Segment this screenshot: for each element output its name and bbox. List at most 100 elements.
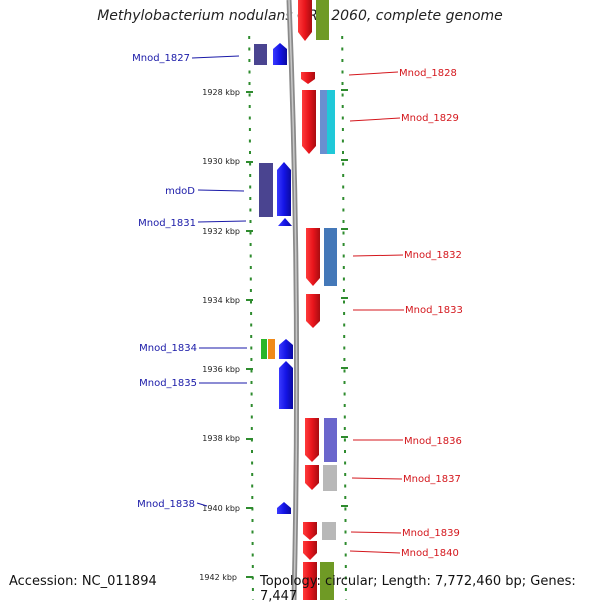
gene-label-mnod-1832[interactable]: Mnod_1832 <box>404 250 462 261</box>
gene-label-mnod-1836[interactable]: Mnod_1836 <box>404 436 462 447</box>
scale-tick-label: 1934 kbp <box>202 296 240 305</box>
track-dot <box>342 266 345 269</box>
track-dot <box>249 254 252 258</box>
gene-arrow <box>306 294 320 328</box>
scale-ticks <box>246 89 348 578</box>
gene-label-mnod-1835[interactable]: Mnod_1835 <box>139 378 197 389</box>
gene-label-mnod-1840[interactable]: Mnod_1840 <box>401 548 459 559</box>
track-dot <box>249 277 252 281</box>
track-dot <box>343 438 346 442</box>
track-dot <box>249 289 252 292</box>
track-dot <box>344 519 347 522</box>
track-dot <box>250 358 253 361</box>
track-dot <box>342 231 345 235</box>
track-dot <box>248 105 251 108</box>
track-dot <box>343 335 346 338</box>
track-dot <box>341 105 344 108</box>
track-dot <box>343 404 346 407</box>
track-dot <box>343 392 346 396</box>
track-dot <box>341 116 344 120</box>
track-dot <box>342 208 345 212</box>
track-dot <box>248 139 251 143</box>
track-dot <box>342 197 345 200</box>
track-dot <box>248 36 251 39</box>
left-dotted-track <box>248 36 254 600</box>
scale-tick-label: 1938 kbp <box>202 434 240 443</box>
track-dot <box>343 427 346 430</box>
track-dot <box>341 59 344 62</box>
track-dot <box>251 450 253 453</box>
track-dot <box>250 300 252 304</box>
track-dot <box>248 47 251 51</box>
left-gene-labels: Mnod_1827 mdoD Mnod_1831 Mnod_1834 Mnod_… <box>132 53 197 510</box>
gene-label-mdod[interactable]: mdoD <box>165 186 195 197</box>
gene-feature <box>324 418 337 462</box>
track-dot <box>341 47 344 51</box>
track-dot <box>249 208 252 212</box>
track-dot <box>250 392 253 396</box>
track-dot <box>249 243 252 246</box>
right-label-connectors <box>348 71 404 554</box>
track-dot <box>249 162 252 166</box>
track-dot <box>248 82 251 85</box>
gene-label-mnod-1827[interactable]: Mnod_1827 <box>132 53 190 64</box>
track-dot <box>344 461 347 465</box>
gene-feature <box>320 90 327 154</box>
gene-label-mnod-1837[interactable]: Mnod_1837 <box>403 474 461 485</box>
track-dot <box>341 36 344 39</box>
gene-feature <box>268 339 275 359</box>
track-dot <box>344 484 347 488</box>
gene-arrow <box>301 72 315 84</box>
gene-label-mnod-1834[interactable]: Mnod_1834 <box>139 343 197 354</box>
gene-feature <box>320 562 334 600</box>
track-dot <box>249 185 252 189</box>
track-dot <box>251 553 254 557</box>
right-dotted-track <box>341 36 347 600</box>
track-dot <box>249 231 252 235</box>
track-dot <box>342 162 345 166</box>
gene-arrow <box>303 562 317 600</box>
gene-arrow <box>279 339 293 359</box>
gene-arrow <box>273 43 287 65</box>
scale-tick-label: 1932 kbp <box>202 227 240 236</box>
track-dot <box>343 381 346 384</box>
track-dot <box>344 542 347 545</box>
track-dot <box>250 381 253 384</box>
track-dot <box>342 220 345 223</box>
track-dot <box>341 93 344 97</box>
track-dot <box>344 576 347 580</box>
track-dot <box>343 369 346 373</box>
track-dot <box>249 266 252 269</box>
forward-strand-genes <box>298 0 337 600</box>
gene-label-mnod-1839[interactable]: Mnod_1839 <box>402 528 460 539</box>
gene-label-mnod-1831[interactable]: Mnod_1831 <box>138 218 196 229</box>
track-dot <box>342 151 344 154</box>
gene-label-mnod-1833[interactable]: Mnod_1833 <box>405 305 463 316</box>
gene-arrow <box>298 0 312 41</box>
track-dot <box>342 185 345 189</box>
accession-text: Accession: NC_011894 <box>9 574 157 589</box>
gene-arrow <box>305 418 319 462</box>
track-dot <box>250 335 253 338</box>
gene-label-mnod-1829[interactable]: Mnod_1829 <box>401 113 459 124</box>
gene-feature <box>323 465 337 491</box>
track-dot <box>250 369 253 373</box>
track-dot <box>251 588 254 591</box>
track-dot <box>251 496 254 499</box>
scale-tick-label: 1940 kbp <box>202 504 240 513</box>
scale-tick-label: 1936 kbp <box>202 365 240 374</box>
track-dot <box>248 93 251 97</box>
gene-label-mnod-1838[interactable]: Mnod_1838 <box>137 499 195 510</box>
track-dot <box>342 254 345 258</box>
track-dot <box>248 70 251 74</box>
track-dot <box>251 542 254 545</box>
track-dot <box>342 243 345 246</box>
track-dot <box>250 404 253 407</box>
track-dot <box>251 519 254 522</box>
track-dot <box>341 70 344 74</box>
track-dot <box>344 530 347 534</box>
gene-label-mnod-1828[interactable]: Mnod_1828 <box>399 68 457 79</box>
track-dot <box>344 450 346 453</box>
track-dot <box>248 116 251 120</box>
track-dot <box>343 300 345 304</box>
